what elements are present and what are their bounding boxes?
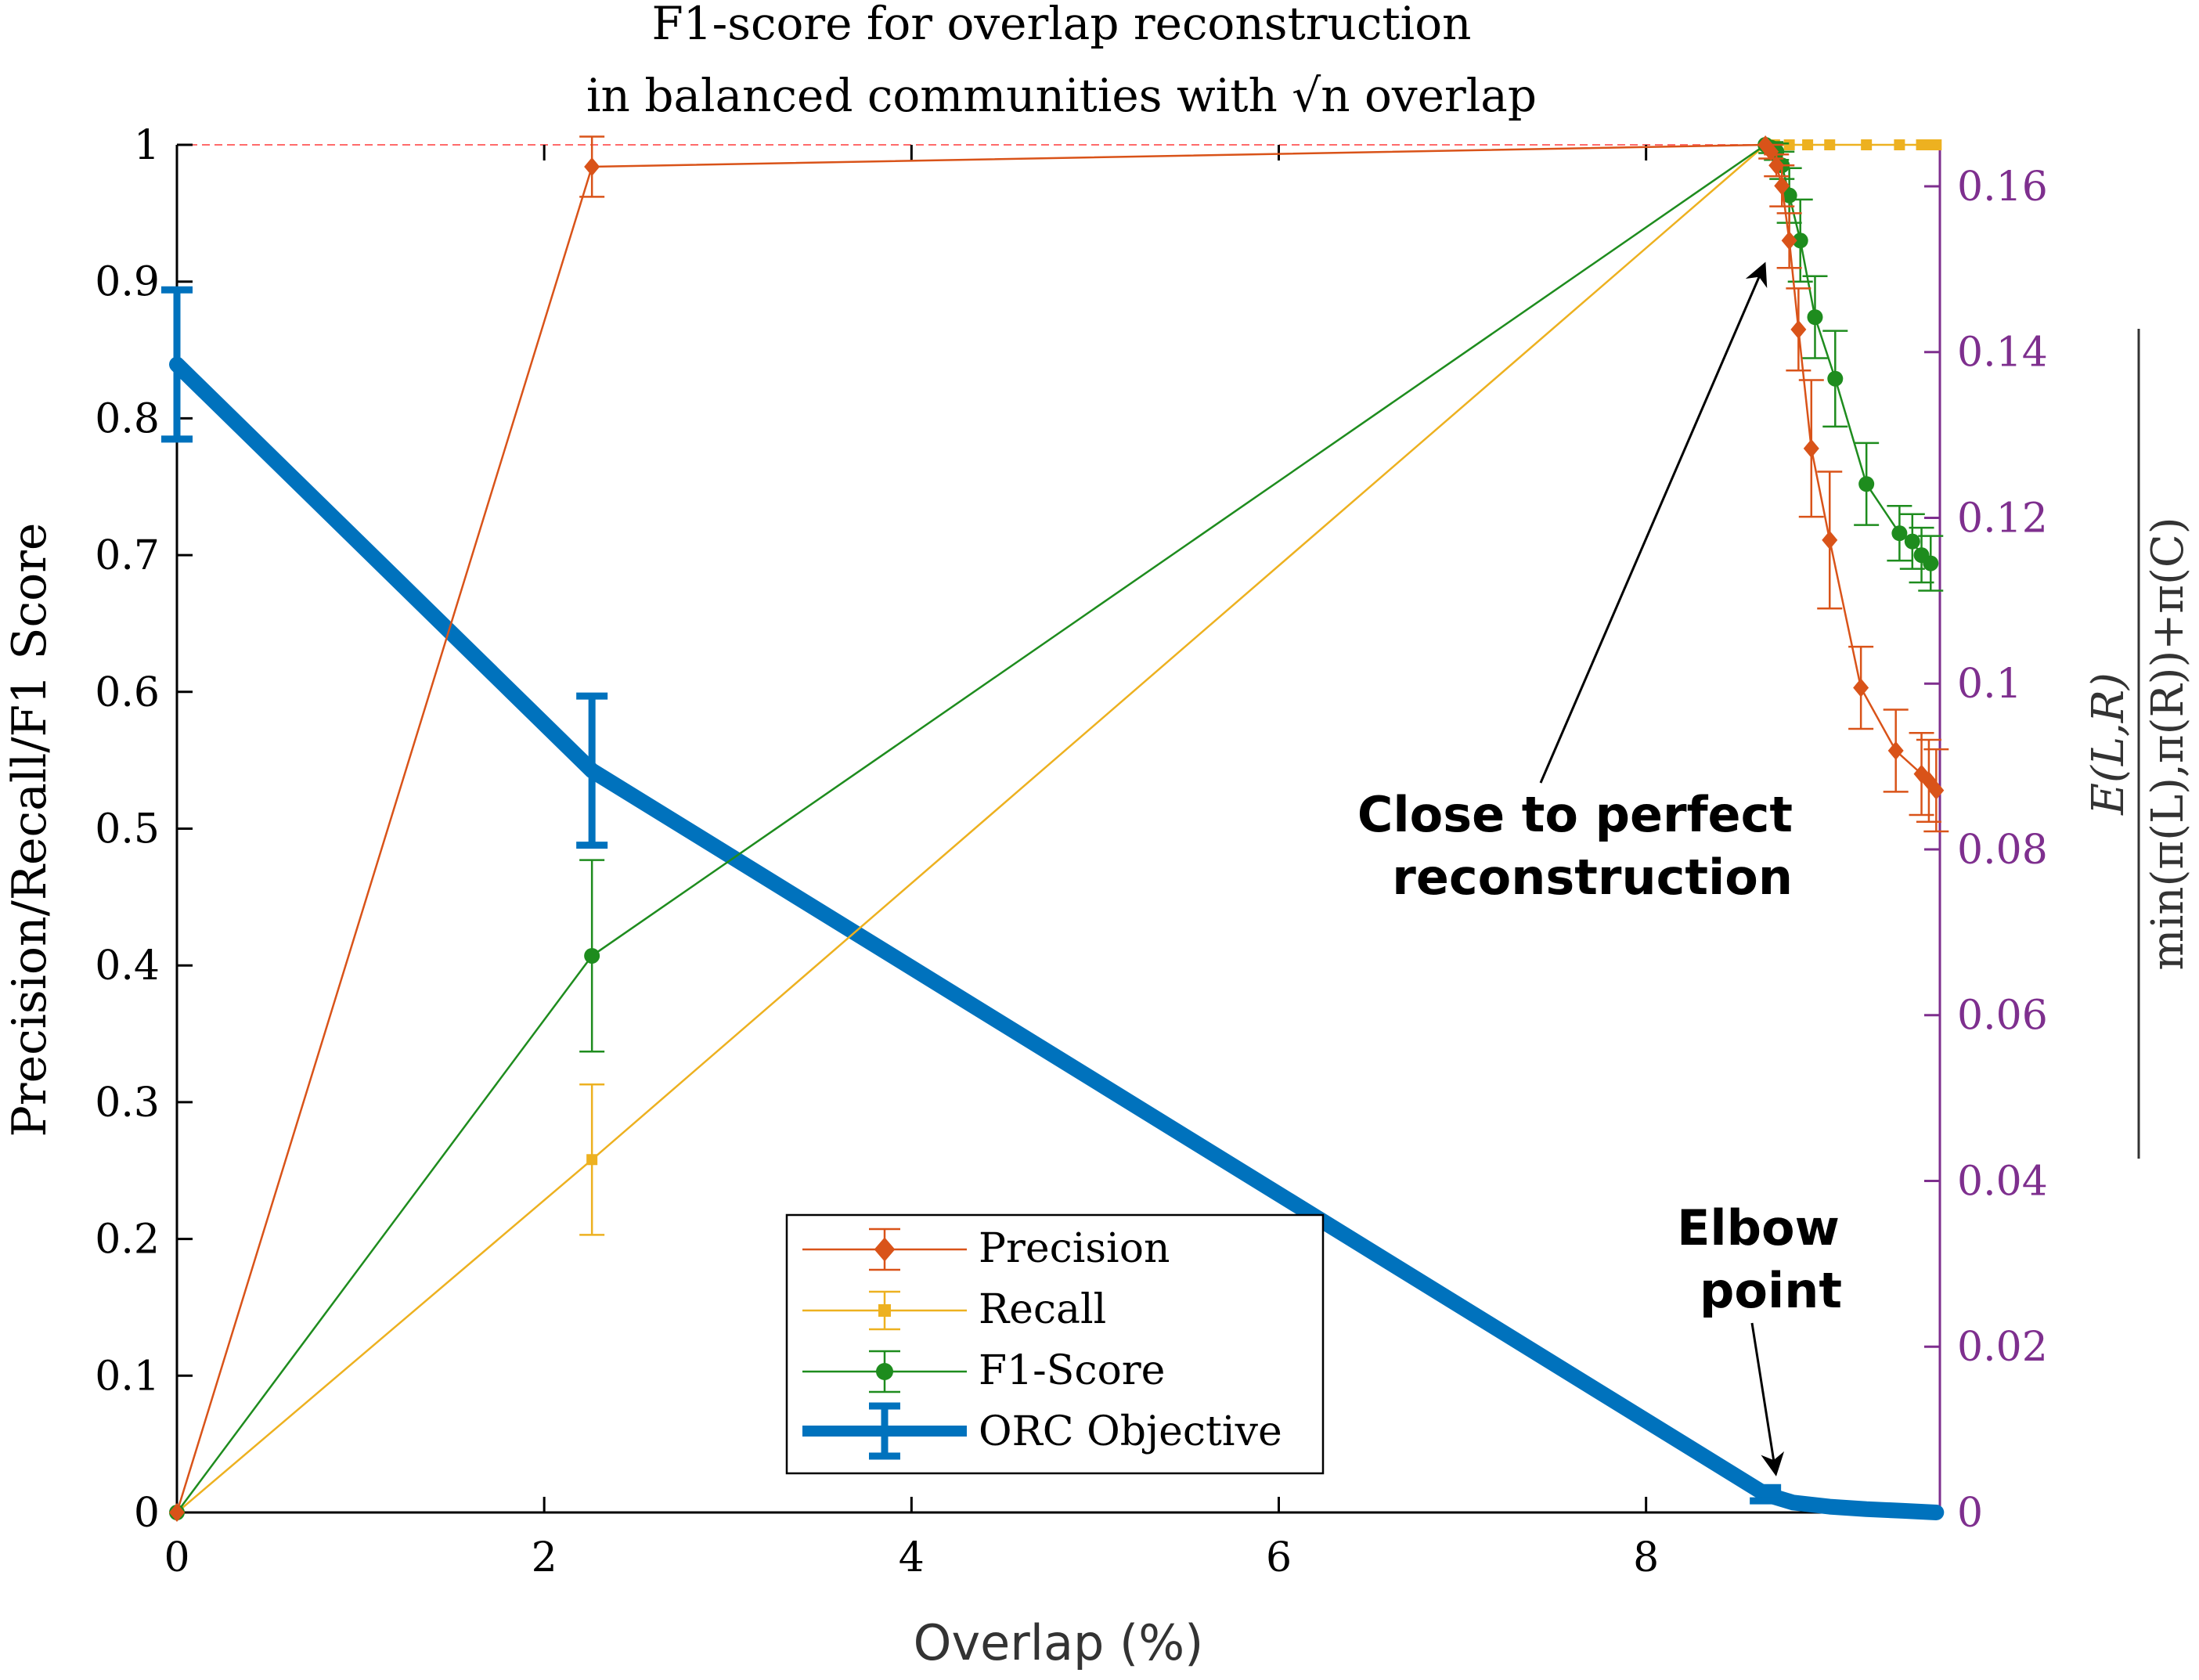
annotation-elbow-line-1: Elbow: [1677, 1199, 1840, 1256]
legend-item-recall: Recall: [802, 1286, 1106, 1333]
data-point: [1781, 187, 1797, 204]
data-point: [1928, 781, 1945, 800]
legend-label-f1: F1-Score: [979, 1347, 1165, 1394]
annotations: Close to perfect reconstruction Elbow po…: [1357, 261, 1842, 1476]
annotation-perfect-arrow: [1539, 261, 1768, 784]
annotation-perfect-line-1: Close to perfect: [1357, 786, 1793, 843]
data-point: [1807, 309, 1823, 326]
y-tick-label: 0.5: [95, 806, 160, 853]
y-ticks-right: 0 0.02 0.04 0.06 0.08 0.1 0.12 0.14 0.16: [1924, 164, 2048, 1537]
data-point: [1923, 555, 1939, 571]
y-tick-label: 0.2: [95, 1217, 160, 1264]
data-point: [1781, 231, 1797, 251]
data-point: [1790, 319, 1807, 339]
x-axis-title: Overlap (%): [914, 1614, 1204, 1671]
y-axis-title-right-denominator: min(π(L),π(R))+π(C): [2143, 517, 2194, 970]
y-tick-label: 0.4: [95, 943, 160, 990]
y-tick-label: 0.6: [95, 669, 160, 716]
y-right-tick-label: 0.1: [1957, 661, 2022, 708]
x-ticks: 0 2 4 6 8: [164, 145, 1659, 1581]
data-point: [1930, 139, 1942, 150]
data-point: [1858, 476, 1875, 492]
chart-title-line-2: in balanced communities with √n overlap: [586, 69, 1537, 122]
annotation-elbow-line-2: point: [1700, 1262, 1842, 1319]
y-axis-title-left: Precision/Recall/F1 Score: [2, 523, 57, 1137]
data-point: [1827, 370, 1844, 387]
y-right-tick-label: 0.08: [1957, 827, 2048, 874]
y-ticks-left: 0 0.1 0.2 0.3 0.4 0.5 0.6 0.7 0.8 0.9 1: [95, 122, 193, 1537]
legend-label-orc: ORC Objective: [979, 1408, 1282, 1455]
y-tick-label: 0.8: [95, 395, 160, 442]
x-tick-label: 6: [1266, 1534, 1292, 1581]
data-point: [1861, 139, 1873, 150]
x-tick-label: 4: [899, 1534, 925, 1581]
y-right-tick-label: 0: [1957, 1490, 1983, 1537]
y-right-tick-label: 0.12: [1957, 495, 2048, 542]
data-point: [1916, 139, 1927, 150]
legend-item-precision: Precision: [802, 1225, 1170, 1272]
series-precision: [169, 135, 1949, 1522]
data-point: [1774, 176, 1790, 196]
x-tick-label: 2: [532, 1534, 557, 1581]
y-tick-label: 0.3: [95, 1080, 160, 1127]
series-orc-objective: [161, 286, 1945, 1520]
y-tick-label: 0.9: [95, 259, 160, 306]
y-tick-label: 1: [134, 122, 160, 169]
data-point: [1763, 142, 1779, 161]
y-axis-title-right-numerator: E(L,R): [2083, 672, 2134, 816]
series-group: [161, 135, 1949, 1522]
data-point: [584, 157, 600, 176]
data-point: [1802, 139, 1814, 150]
x-tick-label: 0: [164, 1534, 189, 1581]
data-point: [1891, 525, 1908, 542]
legend: Precision Recall F1-Score ORC Objective: [785, 1213, 1325, 1475]
y-axis-title-right: E(L,R) min(π(L),π(R))+π(C): [2083, 329, 2194, 1159]
data-point: [1904, 533, 1920, 550]
data-point: [1768, 156, 1785, 175]
annotation-perfect-line-2: reconstruction: [1392, 849, 1793, 906]
y-right-tick-label: 0.14: [1957, 330, 2048, 377]
data-point: [1894, 139, 1905, 150]
legend-label-precision: Precision: [979, 1225, 1170, 1272]
data-point: [1887, 741, 1904, 760]
annotation-elbow-arrow: [1750, 1322, 1785, 1476]
y-right-tick-label: 0.02: [1957, 1324, 2048, 1371]
y-tick-label: 0: [134, 1490, 160, 1537]
legend-label-recall: Recall: [979, 1286, 1106, 1333]
legend-item-orc: ORC Objective: [802, 1402, 1282, 1460]
y-right-tick-label: 0.16: [1957, 164, 2048, 211]
data-point: [584, 947, 600, 964]
data-point: [586, 1154, 598, 1166]
data-point: [1824, 139, 1836, 150]
data-point: [1792, 233, 1808, 249]
data-point: [169, 1503, 185, 1522]
series-recall: [171, 139, 1942, 1518]
data-point: [1803, 438, 1819, 458]
data-point: [1783, 139, 1795, 150]
x-tick-label: 8: [1633, 1534, 1659, 1581]
y-tick-label: 0.7: [95, 532, 160, 579]
data-point: [1822, 530, 1838, 550]
data-point: [1853, 678, 1869, 698]
legend-item-f1: F1-Score: [802, 1347, 1165, 1394]
series-line: [169, 356, 1945, 1520]
y-right-tick-label: 0.06: [1957, 993, 2048, 1040]
y-right-tick-label: 0.04: [1957, 1158, 2048, 1205]
y-tick-label: 0.1: [95, 1353, 160, 1400]
chart-title-line-1: F1-score for overlap reconstruction: [652, 0, 1472, 50]
